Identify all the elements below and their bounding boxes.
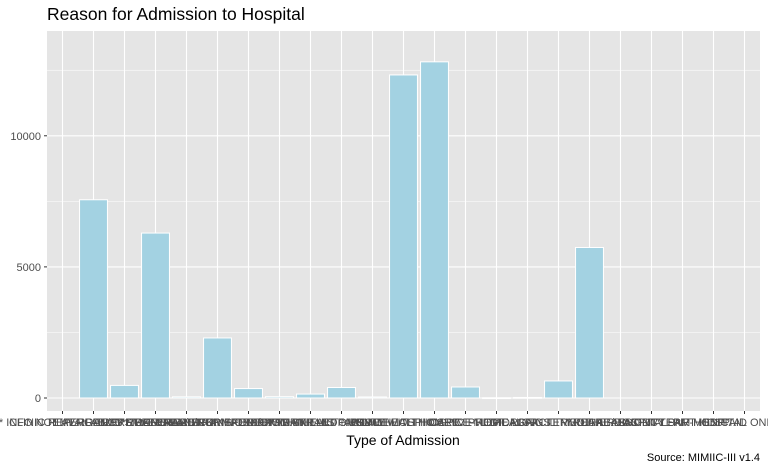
x-tick-label: TRANSFER FROM HOSP/EXTRAM: [129, 417, 307, 429]
x-tick-label: OTHER FACILITY: [576, 417, 666, 429]
chart-caption: Source: MIMIIC-III v1.4: [646, 452, 760, 464]
y-axis: 0 5000 10000: [10, 131, 47, 405]
x-tick-label: HMO REFERRAL/SICK: [97, 417, 214, 429]
bar: [79, 199, 108, 399]
bar: [110, 384, 139, 399]
x-tick-label: ** INFO NOT AVAILABLE **: [0, 417, 131, 429]
x-tick-label: DISCH-TRAN TO PSYCH HOSP: [261, 417, 422, 429]
x-tick-label: LEFT AGAINST MEDICAL ADVI: [480, 417, 637, 429]
chart-title: Reason for Admission to Hospital: [47, 4, 305, 24]
bar: [513, 396, 542, 399]
bars: [79, 61, 604, 400]
bar: [234, 388, 263, 399]
bar: [172, 396, 201, 399]
x-tick-label: SNF: [703, 417, 725, 429]
bar: [296, 393, 325, 399]
x-tick-label: TRANSFER FROM SKILLED NUR: [195, 417, 365, 429]
bar: [389, 74, 418, 399]
bar: [203, 337, 232, 399]
x-tick-label: HOME HEALTH CARE: [347, 417, 459, 429]
x-tick-label: SNF-MEDICAID ONLY CERTIF: [667, 417, 768, 429]
x-tick-label: HOSPICE-HOME: [422, 417, 508, 429]
x-tick-label: ICF: [519, 417, 537, 429]
x-tick-label: TRSF WITHIN THIS FACILITY: [236, 417, 386, 429]
x-tick-label: EMERGENCY ROOM ADMIT: [52, 417, 197, 429]
x-tick-label: HOME: [356, 417, 389, 429]
bar: [482, 397, 511, 400]
bar: [575, 246, 604, 399]
y-tick-label: 0: [35, 393, 41, 405]
bar: [265, 396, 294, 399]
x-axis: ** INFO NOT AVAILABLE **CLINIC REFERRAL/…: [0, 411, 768, 429]
x-tick-label: SHORT TERM HOSPITAL: [618, 417, 747, 429]
y-tick-label: 5000: [17, 262, 41, 274]
x-tick-label: LONG TERM CARE HOSPITAL: [512, 417, 667, 429]
bar: [420, 61, 449, 399]
bar: [451, 386, 480, 399]
y-tick-label: 10000: [10, 131, 41, 143]
x-tick-label: REHAB/DISTINCT PART HOSP: [573, 417, 730, 429]
x-tick-label: TRANSFER FROM OTHER HEALT: [162, 417, 336, 429]
x-tick-label: HOME WITH HOME IV PROVIDR: [351, 417, 518, 429]
x-tick-label: HOSPICE-MEDICAL FACILITY: [420, 417, 573, 429]
bar: [327, 387, 356, 399]
bar: [141, 232, 170, 399]
bar: [544, 380, 573, 399]
x-tick-label: PHYS REFERRAL/NORMAL DELI: [102, 417, 271, 429]
bar: [358, 396, 387, 399]
x-tick-label: CLINIC REFERRAL/PREMATURE: [9, 417, 178, 429]
x-axis-title: Type of Admission: [346, 432, 460, 448]
